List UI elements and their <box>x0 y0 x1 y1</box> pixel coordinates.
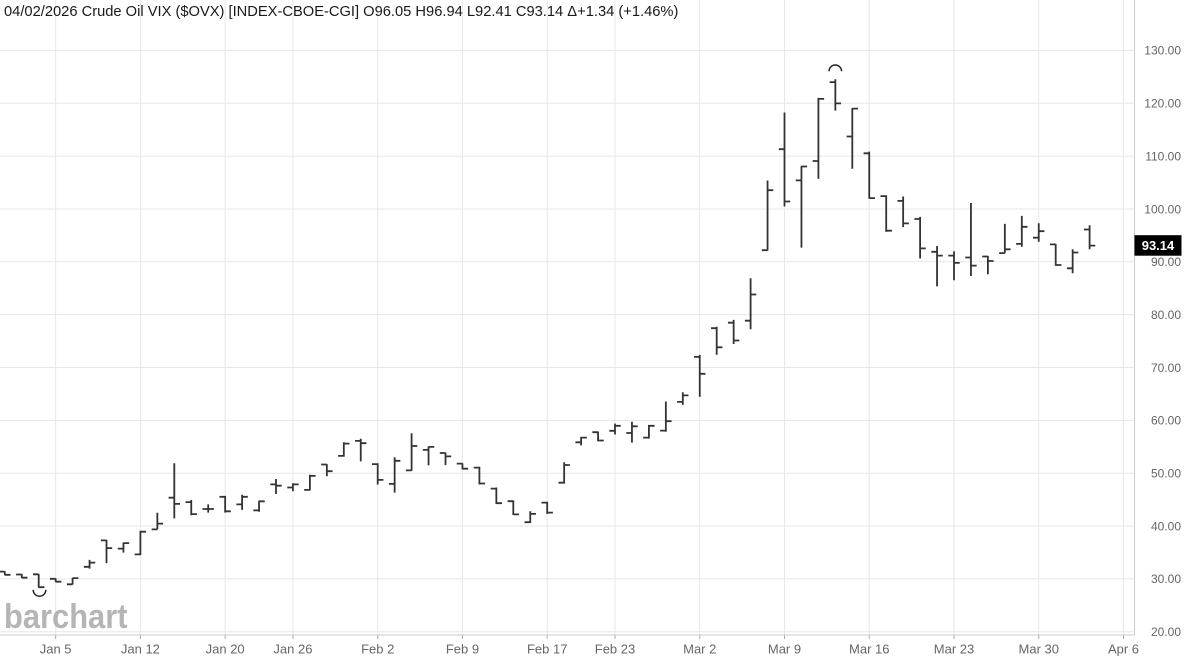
svg-text:Mar 16: Mar 16 <box>849 642 889 657</box>
svg-text:80.00: 80.00 <box>1151 308 1181 322</box>
svg-text:Feb 23: Feb 23 <box>595 642 635 657</box>
svg-text:Feb 17: Feb 17 <box>527 642 567 657</box>
svg-text:04/02/2026 Crude Oil VIX ($OVX: 04/02/2026 Crude Oil VIX ($OVX) [INDEX-C… <box>4 4 678 20</box>
svg-text:Feb 9: Feb 9 <box>446 642 479 657</box>
svg-text:Jan 12: Jan 12 <box>121 642 160 657</box>
svg-text:130.00: 130.00 <box>1144 44 1181 58</box>
svg-text:50.00: 50.00 <box>1151 467 1181 481</box>
svg-text:Mar 9: Mar 9 <box>768 642 801 657</box>
svg-text:Apr 6: Apr 6 <box>1108 642 1139 657</box>
svg-text:Feb 2: Feb 2 <box>361 642 394 657</box>
svg-text:70.00: 70.00 <box>1151 361 1181 375</box>
svg-text:40.00: 40.00 <box>1151 519 1181 533</box>
svg-text:20.00: 20.00 <box>1151 625 1181 639</box>
svg-text:Mar 2: Mar 2 <box>683 642 716 657</box>
svg-text:Mar 23: Mar 23 <box>934 642 974 657</box>
svg-text:Mar 30: Mar 30 <box>1019 642 1059 657</box>
svg-text:60.00: 60.00 <box>1151 414 1181 428</box>
svg-text:30.00: 30.00 <box>1151 572 1181 586</box>
svg-text:Jan 5: Jan 5 <box>40 642 72 657</box>
svg-text:120.00: 120.00 <box>1144 97 1181 111</box>
svg-text:Jan 20: Jan 20 <box>206 642 245 657</box>
svg-text:100.00: 100.00 <box>1144 202 1181 216</box>
svg-text:Jan 26: Jan 26 <box>273 642 312 657</box>
svg-text:barchart: barchart <box>4 598 128 636</box>
svg-text:110.00: 110.00 <box>1145 149 1181 163</box>
svg-text:90.00: 90.00 <box>1151 255 1181 269</box>
svg-text:93.14: 93.14 <box>1142 238 1175 253</box>
